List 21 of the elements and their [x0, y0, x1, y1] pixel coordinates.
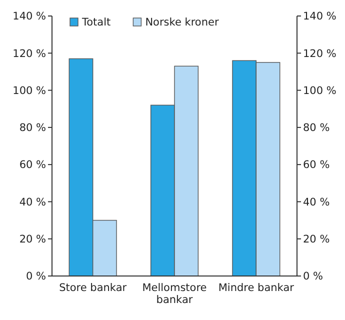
- x-tick-label: Store bankar: [59, 282, 128, 294]
- x-tick-label: Mellomstore bankar: [142, 282, 207, 306]
- y-tick-label: 80 %: [19, 122, 46, 134]
- y-tick-label: 40 %: [19, 196, 46, 208]
- y-tick-label: 100 %: [12, 84, 46, 97]
- legend-label: Norske kroner: [145, 16, 220, 29]
- y-tick-label: 0 %: [26, 270, 46, 283]
- y2-tick-label: 60 %: [303, 159, 330, 172]
- y2-tick-label: 20 %: [303, 234, 330, 246]
- y-tick-label: 20 %: [19, 234, 46, 246]
- y-tick-label: 140 %: [12, 10, 46, 23]
- y2-tick-label: 80 %: [303, 122, 330, 134]
- y-tick-label: 60 %: [19, 159, 46, 172]
- y2-tick-label: 0 %: [303, 270, 324, 283]
- x-tick-label: Mindre bankar: [218, 282, 295, 294]
- legend-label: Totalt: [81, 16, 111, 29]
- y2-tick-label: 40 %: [303, 196, 330, 208]
- y2-tick-label: 140 %: [303, 10, 336, 23]
- y2-tick-label: 120 %: [303, 48, 336, 60]
- y2-tick-label: 100 %: [303, 84, 336, 97]
- y-tick-label: 120 %: [12, 48, 46, 60]
